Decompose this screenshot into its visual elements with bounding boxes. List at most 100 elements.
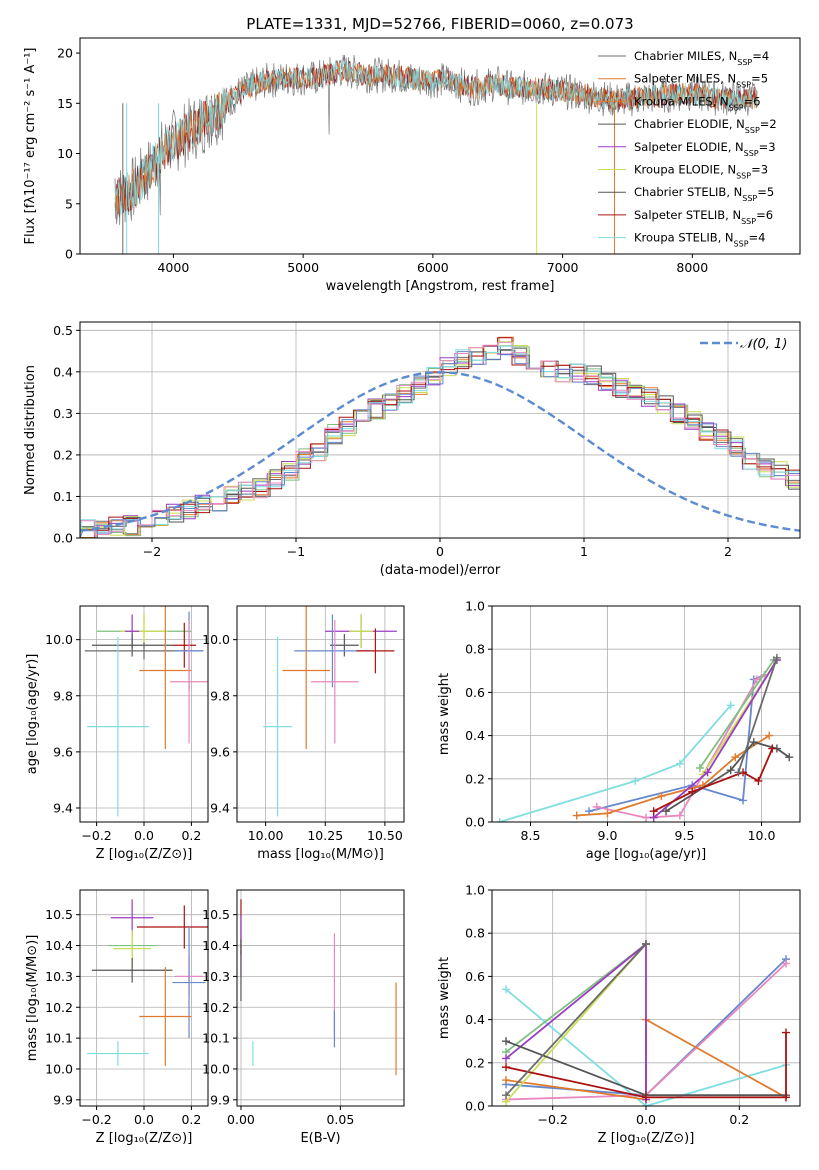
y-axis-label: mass weight (437, 673, 452, 755)
y-tick-label: 0.0 (465, 1099, 485, 1114)
histogram-step (80, 341, 800, 538)
y-tick-label: 0.3 (53, 406, 73, 421)
y-tick-label: 0.5 (53, 323, 73, 338)
plot-area-spectrum (114, 54, 758, 254)
axes-frame (236, 605, 405, 823)
x-tick-label: 5000 (287, 260, 319, 275)
data-point-marker (502, 1037, 510, 1046)
y-tick-label: 0.2 (465, 771, 485, 786)
x-tick-label: 8.5 (521, 828, 541, 843)
panel-mass-weight-vs-age: 8.5 9.0 9.5 10.0 0.0 0.2 0.4 0.6 0.8 1.0 age [log₁… (437, 599, 801, 862)
y-tick-label: 0.4 (53, 364, 73, 379)
plot-area-residuals (80, 336, 800, 538)
figure-title: PLATE=1331, MJD=52766, FIBERID=0060, z=0… (246, 15, 633, 33)
data-point-marker (726, 701, 735, 710)
plot-area-mass-vs-EBV (240, 899, 397, 1076)
y-tick-label: 10.4 (202, 938, 230, 953)
x-tick-label: 9.0 (598, 828, 618, 843)
data-point-marker (782, 1028, 790, 1037)
x-axis-label: Z [log₁₀(Z/Z⊙)] (96, 1131, 193, 1146)
data-point-marker (754, 776, 763, 785)
histogram-step (80, 341, 800, 538)
legend-label: Chabrier MILES, NSSP=4 (634, 49, 769, 67)
x-tick-label: 0.2 (729, 1112, 749, 1127)
weight-series-line (596, 674, 766, 819)
weight-series-line (505, 988, 787, 1106)
x-tick-label: −1 (287, 544, 305, 559)
x-tick-label: 0.0 (636, 1112, 656, 1127)
data-point-marker (592, 802, 601, 811)
y-tick-label: 0.2 (53, 447, 73, 462)
x-tick-label: −0.2 (537, 1112, 567, 1127)
y-tick-label: 9.8 (210, 688, 230, 703)
x-tick-label: −0.2 (81, 828, 111, 843)
x-axis-label: E(B-V) (300, 1131, 340, 1146)
data-point-marker (572, 811, 581, 820)
x-axis-label: mass [log₁₀(M/M⊙)] (257, 847, 384, 862)
gaussian-curve (80, 371, 800, 532)
histogram-step (80, 351, 800, 538)
plot-layer: Chabrier MILES, NSSP=4 Salpeter MILES, NS… (23, 37, 801, 1146)
axes-frame (79, 37, 801, 255)
y-tick-label: 9.6 (53, 744, 73, 759)
plot-area-mass-weight-vs-age (495, 653, 794, 822)
y-tick-label: 20 (57, 46, 73, 61)
legend-label: Salpeter STELIB, NSSP=6 (634, 208, 773, 226)
y-tick-label: 0.6 (465, 685, 485, 700)
data-point-marker (502, 1076, 510, 1085)
data-point-marker (642, 1093, 650, 1102)
panel-age-vs-Z: −0.2 0.0 0.2 9.4 9.6 9.8 10.0 Z [log₁₀(Z/Z⊙)] ag… (25, 605, 209, 862)
y-axis-label: age [log₁₀(age/yr)] (25, 654, 40, 775)
data-point-marker (768, 744, 777, 753)
y-tick-label: 10.5 (45, 907, 73, 922)
y-tick-label: 9.9 (210, 1092, 230, 1107)
panel-mass-vs-EBV: 0.00 0.05 9.9 10.0 10.1 10.2 10.3 10.4 10.5 E(B-V… (202, 889, 405, 1146)
x-tick-label: 0.0 (134, 1112, 154, 1127)
data-point-marker (695, 764, 704, 772)
spectrum-series-line (114, 59, 758, 215)
y-tick-label: 0.6 (465, 969, 485, 984)
y-tick-label: 10 (57, 146, 73, 161)
axes-frame (491, 605, 801, 823)
legend-label: Chabrier ELODIE, NSSP=2 (634, 117, 777, 135)
y-tick-label: 10.5 (202, 907, 230, 922)
panel-residuals: 𝒩(0, 1) −2 −1 0 1 2 0.0 0.1 0.2 0.3 0.4 0.5 (data-mo… (23, 321, 801, 578)
y-tick-label: 10.1 (45, 1031, 73, 1046)
y-tick-label: 0.4 (465, 1012, 485, 1027)
panel-mass-weight-vs-Z: −0.2 0.0 0.2 0.0 0.2 0.4 0.6 0.8 1.0 Z [log₁₀(Z/Z… (437, 883, 801, 1146)
data-point-marker (772, 653, 781, 662)
y-tick-label: 0.8 (465, 926, 485, 941)
y-tick-label: 0.0 (53, 531, 73, 546)
x-axis-label: (data-model)/error (380, 563, 501, 578)
x-tick-label: 0.0 (134, 828, 154, 843)
y-tick-label: 9.4 (210, 800, 230, 815)
y-tick-label: 10.0 (45, 1061, 73, 1076)
data-point-marker (642, 813, 650, 822)
y-tick-label: 1.0 (465, 883, 485, 898)
data-point-marker (675, 759, 684, 768)
y-axis-label: Flux [fλ10⁻¹⁷ erg cm⁻² s⁻¹ A⁻¹] (23, 48, 38, 245)
data-point-marker (703, 768, 712, 777)
x-tick-label: 0.00 (227, 1112, 255, 1127)
data-point-marker (495, 818, 504, 822)
legend-label: Kroupa STELIB, NSSP=4 (634, 231, 765, 249)
y-tick-label: 10.1 (202, 1031, 230, 1046)
data-point-marker (603, 809, 612, 818)
weight-series-line (499, 704, 732, 822)
y-tick-label: 5 (65, 196, 73, 211)
data-point-marker (657, 792, 666, 801)
x-tick-label: 4000 (157, 260, 189, 275)
y-tick-label: 10.3 (45, 969, 73, 984)
x-tick-label: 0.2 (181, 1112, 201, 1127)
weight-series-line (576, 734, 770, 817)
y-tick-label: 9.4 (53, 800, 73, 815)
weight-series-line (505, 1032, 787, 1099)
data-point-marker (502, 985, 510, 994)
axes-frame (236, 889, 405, 1107)
plot-area-mass-vs-Z (87, 899, 208, 1066)
y-tick-label: 10.3 (202, 969, 230, 984)
data-point-marker (726, 766, 735, 775)
panel-age-vs-mass: 10.00 10.25 10.50 9.4 9.6 9.8 10.0 mass [log₁₀(… (202, 605, 405, 862)
y-tick-label: 10.0 (45, 632, 73, 647)
x-tick-label: 7000 (547, 260, 579, 275)
